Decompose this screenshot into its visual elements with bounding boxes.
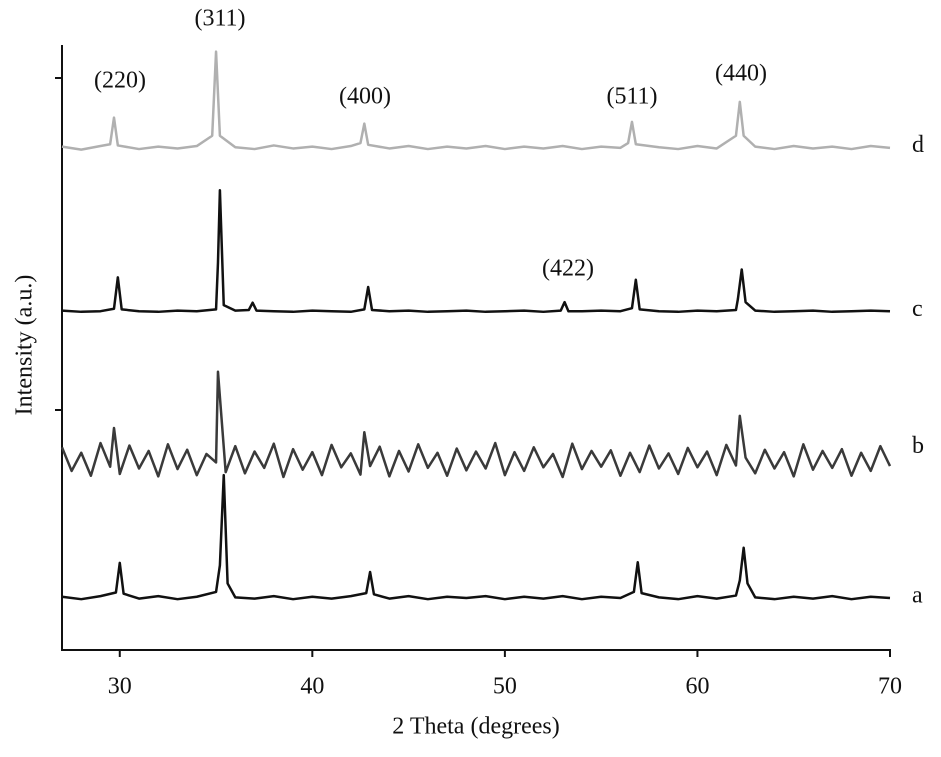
series-line (61, 473, 891, 601)
series-line (61, 50, 891, 151)
peak-annotation: (422) (542, 256, 594, 282)
series-line (61, 188, 891, 314)
peak-annotation: (400) (339, 84, 391, 110)
x-tick-label: 40 (300, 674, 324, 700)
series-label: d (912, 132, 924, 158)
series-label: c (912, 296, 923, 322)
series-line (60, 370, 892, 479)
x-tick-label: 30 (108, 674, 132, 700)
series-label: b (912, 433, 924, 459)
y-axis-title: Intensity (a.u.) (12, 275, 38, 416)
x-axis-title: 2 Theta (degrees) (392, 714, 559, 740)
peak-annotation: (220) (94, 68, 146, 94)
x-tick-label: 70 (878, 674, 902, 700)
series-label: a (912, 582, 923, 608)
x-tick-label: 60 (685, 674, 709, 700)
peak-annotation: (311) (194, 6, 245, 32)
peak-annotation: (511) (606, 84, 657, 110)
peak-annotation: (440) (715, 61, 767, 87)
x-tick-label: 50 (493, 674, 517, 700)
